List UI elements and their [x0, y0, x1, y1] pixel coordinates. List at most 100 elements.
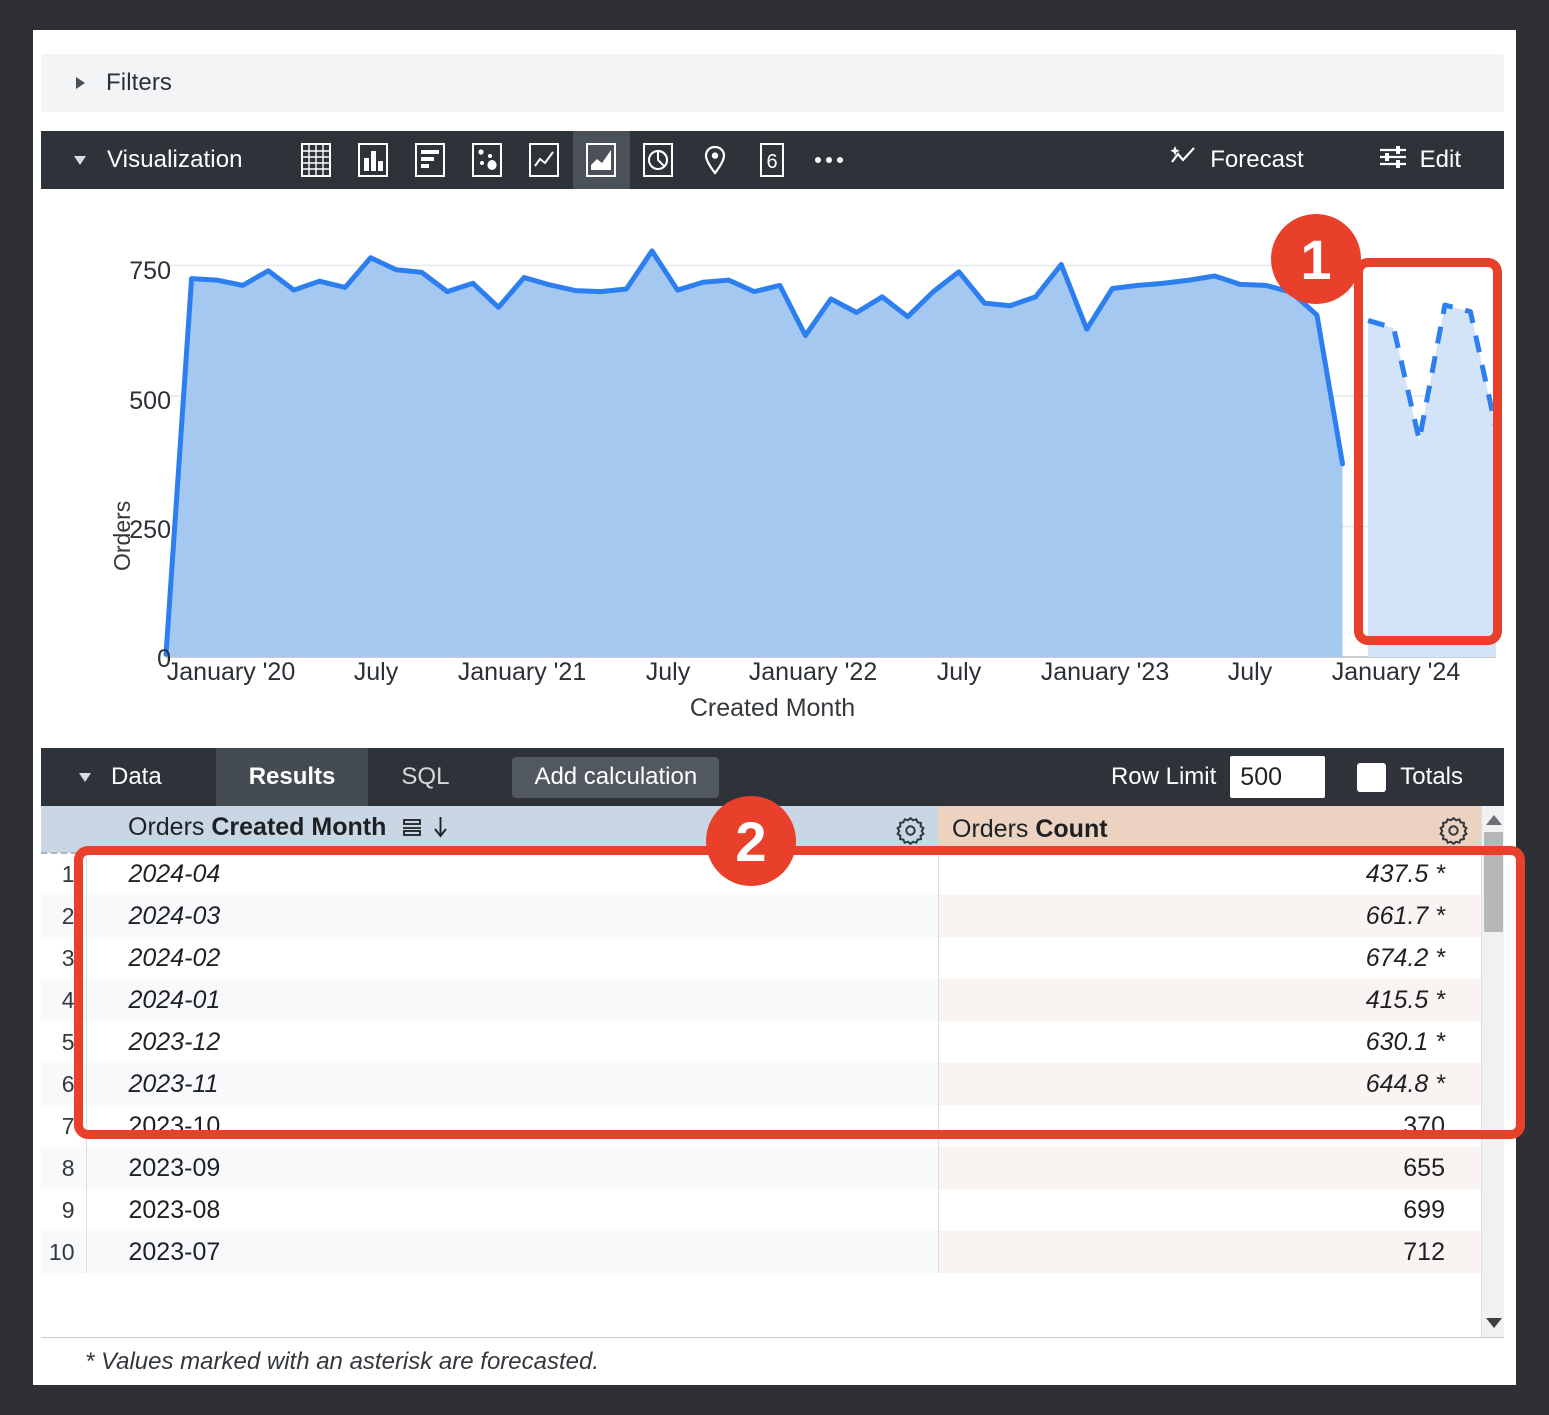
cell-created-month[interactable]: 2023-12 — [86, 1021, 938, 1063]
bar-chart-icon[interactable] — [402, 131, 459, 189]
cell-created-month[interactable]: 2024-01 — [86, 979, 938, 1021]
row-number-header — [41, 806, 86, 854]
table-row[interactable]: 8 2023-09 655 — [41, 1147, 1481, 1189]
y-tick-250: 250 — [129, 516, 171, 544]
data-bar-right-controls: Row Limit Totals — [1111, 756, 1463, 798]
table-row[interactable]: 9 2023-08 699 — [41, 1189, 1481, 1231]
table-row[interactable]: 4 2024-01 415.5 * — [41, 979, 1481, 1021]
scroll-up-arrow-icon[interactable] — [1486, 815, 1502, 825]
x-tick-6: January '23 — [1040, 658, 1170, 686]
x-tick-0: January '20 — [166, 658, 296, 686]
table-row[interactable]: 3 2024-02 674.2 * — [41, 937, 1481, 979]
x-tick-7: July — [1227, 658, 1273, 686]
results-vertical-scrollbar[interactable] — [1481, 806, 1504, 1337]
column-header-created-month[interactable]: Orders Created Month — [86, 806, 938, 854]
row-number: 8 — [41, 1147, 87, 1189]
x-tick-3: July — [645, 658, 691, 686]
sliders-icon — [1378, 144, 1408, 177]
x-tick-5: July — [936, 658, 982, 686]
cell-count[interactable]: 370 — [937, 1105, 1481, 1147]
cell-count[interactable]: 437.5 * — [937, 853, 1481, 895]
sort-indicator-group[interactable] — [402, 816, 448, 845]
single-value-icon[interactable]: 6 — [744, 131, 801, 189]
map-icon[interactable] — [687, 131, 744, 189]
forecast-footnote: * Values marked with an asterisk are for… — [85, 1347, 600, 1375]
count-gear-icon[interactable] — [1438, 815, 1469, 853]
filters-section-header[interactable]: Filters — [41, 54, 1504, 112]
cell-count[interactable]: 630.1 * — [937, 1021, 1481, 1063]
table-row[interactable]: 2 2024-03 661.7 * — [41, 895, 1481, 937]
annotation-badge-1: 1 — [1271, 214, 1361, 304]
row-number: 1 — [41, 853, 87, 895]
forecast-button[interactable]: Forecast — [1168, 144, 1304, 177]
table-row[interactable]: 10 2023-07 712 — [41, 1231, 1481, 1273]
row-number: 4 — [41, 979, 87, 1021]
row-number: 3 — [41, 937, 87, 979]
cell-created-month[interactable]: 2023-09 — [86, 1147, 938, 1189]
cell-count[interactable]: 674.2 * — [937, 937, 1481, 979]
cell-count[interactable]: 712 — [937, 1231, 1481, 1273]
scrollbar-thumb[interactable] — [1484, 832, 1503, 932]
row-number: 9 — [41, 1189, 87, 1231]
created-month-prefix: Orders — [128, 813, 205, 841]
column-header-count[interactable]: Orders Count — [938, 806, 1481, 854]
line-chart-icon[interactable] — [516, 131, 573, 189]
filters-label: Filters — [106, 69, 173, 96]
y-tick-500: 500 — [129, 387, 171, 415]
tab-sql[interactable]: SQL — [401, 763, 450, 790]
area-chart-svg — [163, 248, 1499, 658]
svg-text:6: 6 — [767, 151, 778, 173]
cell-created-month[interactable]: 2024-03 — [86, 895, 938, 937]
totals-label: Totals — [1400, 763, 1463, 790]
scroll-down-arrow-icon[interactable] — [1486, 1318, 1502, 1328]
row-limit-input[interactable] — [1230, 756, 1326, 798]
totals-checkbox[interactable] — [1357, 762, 1387, 792]
y-tick-0: 0 — [157, 645, 171, 673]
group-lines-icon — [402, 816, 424, 845]
add-calculation-button[interactable]: Add calculation — [512, 756, 720, 798]
edit-button[interactable]: Edit — [1378, 144, 1461, 177]
row-number: 10 — [41, 1231, 87, 1273]
table-body: 1 2024-04 437.5 * 2 2024-03 661.7 * 3 2024-02 67… — [41, 853, 1481, 1273]
visualization-section-header: Visualization — [41, 131, 1504, 189]
x-tick-4: January '22 — [748, 658, 878, 686]
table-row[interactable]: 7 2023-10 370 — [41, 1105, 1481, 1147]
cell-created-month[interactable]: 2024-04 — [86, 853, 938, 895]
cell-created-month[interactable]: 2023-08 — [86, 1189, 938, 1231]
cell-created-month[interactable]: 2024-02 — [86, 937, 938, 979]
table-row[interactable]: 5 2023-12 630.1 * — [41, 1021, 1481, 1063]
cell-count[interactable]: 644.8 * — [937, 1063, 1481, 1105]
chart-canvas[interactable]: Orders 750 500 250 0 January '20 July Ja… — [41, 189, 1504, 755]
column-chart-icon[interactable] — [345, 131, 402, 189]
cell-count[interactable]: 655 — [937, 1147, 1481, 1189]
data-section-header: Data Results SQL Add calculation Row Lim… — [41, 748, 1504, 806]
created-month-name: Created Month — [211, 813, 387, 841]
sort-descending-arrow-icon[interactable] — [433, 816, 448, 845]
pie-chart-icon[interactable] — [630, 131, 687, 189]
caret-down-icon-data[interactable] — [79, 772, 91, 782]
table-viz-icon[interactable] — [288, 131, 345, 189]
tab-results[interactable]: Results — [215, 748, 369, 806]
cell-count[interactable]: 699 — [937, 1189, 1481, 1231]
x-tick-8: January '24 — [1331, 658, 1461, 686]
area-chart-icon[interactable] — [572, 131, 630, 189]
cell-created-month[interactable]: 2023-07 — [86, 1231, 938, 1273]
row-limit-label: Row Limit — [1110, 763, 1217, 790]
annotation-badge-2: 2 — [706, 796, 796, 886]
cell-count[interactable]: 661.7 * — [937, 895, 1481, 937]
forecast-sparkle-icon — [1168, 144, 1198, 177]
caret-right-icon[interactable] — [76, 77, 85, 89]
cell-created-month[interactable]: 2023-10 — [86, 1105, 938, 1147]
more-viz-icon[interactable] — [801, 131, 858, 189]
table-row[interactable]: 6 2023-11 644.8 * — [41, 1063, 1481, 1105]
caret-down-icon[interactable] — [74, 155, 86, 165]
visualization-actions: Forecast Edit — [1168, 144, 1504, 177]
y-tick-750: 750 — [129, 257, 171, 285]
results-table: Orders Created Month — [41, 806, 1504, 1337]
count-name: Count — [1035, 814, 1108, 843]
forecast-label: Forecast — [1210, 146, 1304, 173]
cell-count[interactable]: 415.5 * — [937, 979, 1481, 1021]
cell-created-month[interactable]: 2023-11 — [86, 1063, 938, 1105]
scatter-plot-icon[interactable] — [459, 131, 516, 189]
created-month-gear-icon[interactable] — [895, 815, 926, 853]
